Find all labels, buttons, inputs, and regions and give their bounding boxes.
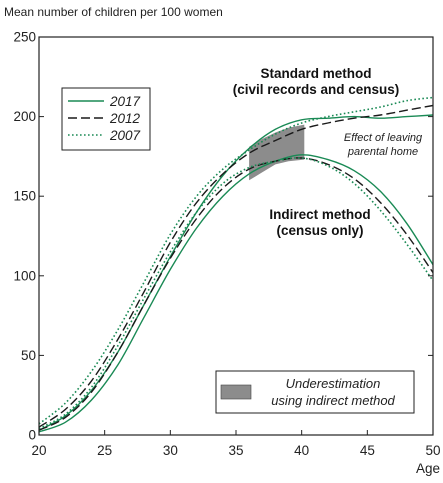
indirect-method-label-line: Indirect method bbox=[269, 207, 370, 222]
legend-label-2012: 2012 bbox=[109, 111, 141, 126]
shaded-legend-label-line: using indirect method bbox=[271, 393, 395, 408]
x-tick-label: 20 bbox=[31, 443, 46, 458]
plot-area bbox=[38, 96, 434, 433]
shaded-legend-swatch bbox=[220, 384, 252, 400]
axes: 0 50 100 150 200 250 20 25 30 35 40 45 50 Age bbox=[13, 30, 440, 477]
standard-method-label-line: Standard method bbox=[260, 66, 371, 81]
chart-title: Mean number of children per 100 women bbox=[4, 5, 223, 19]
annotations: Standard method (civil records and census… bbox=[233, 66, 423, 238]
series-line-standard-2012 bbox=[38, 104, 434, 428]
x-tick-label: 45 bbox=[360, 443, 375, 458]
x-tick-label: 30 bbox=[163, 443, 178, 458]
y-tick-label: 250 bbox=[13, 30, 36, 45]
legend-label-2007: 2007 bbox=[109, 128, 141, 143]
legend: 2017 2012 2007 Underestimation using indirec… bbox=[61, 87, 415, 414]
legend-label-2017: 2017 bbox=[109, 94, 141, 109]
leaving-home-label: Effect of leaving parental home bbox=[344, 132, 423, 158]
series-line-standard-2017 bbox=[38, 114, 434, 431]
x-tick-label: 25 bbox=[97, 443, 112, 458]
x-tick-label: 35 bbox=[228, 443, 243, 458]
y-tick-label: 200 bbox=[13, 109, 36, 124]
y-tick-label: 100 bbox=[13, 268, 36, 283]
series-legend-box bbox=[61, 87, 151, 151]
series-line-indirect-2007 bbox=[38, 157, 434, 430]
standard-method-label: Standard method (civil records and census… bbox=[233, 66, 400, 97]
leaving-home-label-line: parental home bbox=[347, 146, 418, 158]
underestimation-region bbox=[249, 124, 305, 181]
y-tick-label: 150 bbox=[13, 189, 36, 204]
indirect-method-label: Indirect method (census only) bbox=[269, 207, 370, 238]
leaving-home-label-line: Effect of leaving bbox=[344, 132, 423, 144]
x-tick-label: 50 bbox=[425, 443, 440, 458]
standard-method-label-line: (civil records and census) bbox=[233, 82, 400, 97]
shaded-legend-label-line: Underestimation bbox=[286, 376, 381, 391]
y-tick-label: 50 bbox=[21, 348, 36, 363]
y-tick-label: 0 bbox=[28, 428, 36, 443]
series-line-indirect-2017 bbox=[38, 154, 434, 433]
x-tick-label: 40 bbox=[294, 443, 309, 458]
indirect-method-label-line: (census only) bbox=[276, 223, 363, 238]
series-line-indirect-2012 bbox=[38, 157, 434, 431]
x-axis-label: Age bbox=[416, 461, 440, 476]
shaded-legend-label: Underestimation using indirect method bbox=[271, 376, 395, 408]
